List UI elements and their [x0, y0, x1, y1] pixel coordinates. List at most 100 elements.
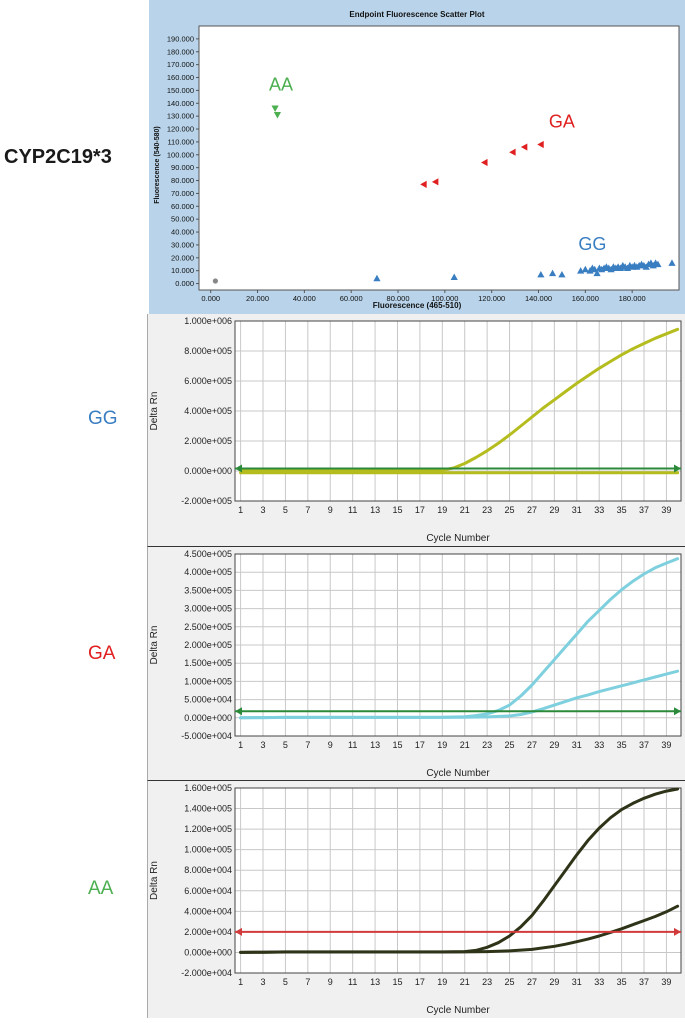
scatter-point-gg — [450, 273, 458, 281]
amp-x-tick-label: 21 — [460, 977, 470, 987]
scatter-y-tick-label: 170.000 — [167, 60, 194, 69]
amp-x-tick-label: 13 — [370, 740, 380, 750]
amp-x-tick-label: 23 — [482, 977, 492, 987]
amp-x-tick-label: 7 — [305, 977, 310, 987]
amp-x-tick-label: 5 — [283, 977, 288, 987]
amp-y-tick-label: -2.000e+004 — [181, 968, 232, 978]
amp-x-axis-label: Cycle Number — [426, 768, 490, 779]
amp-y-tick-label: 2.500e+005 — [184, 622, 232, 632]
amp-x-tick-label: 3 — [261, 505, 266, 515]
amp-x-tick-label: 37 — [639, 977, 649, 987]
threshold-arrow-right-icon — [674, 927, 681, 936]
amp-x-tick-label: 7 — [305, 740, 310, 750]
amp-y-tick-label: 3.000e+005 — [184, 604, 232, 614]
amp-x-tick-label: 5 — [283, 505, 288, 515]
scatter-annotation-ga: GA — [549, 112, 575, 132]
amp-x-tick-label: 11 — [348, 505, 357, 515]
scatter-y-tick-label: 130.000 — [167, 112, 194, 121]
amp-x-tick-label: 11 — [348, 740, 357, 750]
row-label-gg: GG — [88, 408, 118, 429]
amp-y-tick-label: 1.000e+005 — [184, 676, 232, 686]
amp-x-tick-label: 29 — [549, 977, 559, 987]
amp-y-axis-label: Delta Rn — [149, 392, 160, 431]
scatter-x-tick-label: 180.000 — [619, 294, 646, 303]
amp-x-tick-label: 33 — [594, 977, 604, 987]
amp-y-tick-label: 1.500e+005 — [184, 658, 232, 668]
amp-plot-border — [234, 320, 682, 502]
amp-x-tick-label: 35 — [617, 740, 627, 750]
amp-x-tick-label: 23 — [482, 505, 492, 515]
scatter-y-tick-label: 60.000 — [171, 202, 194, 211]
scatter-point-ga — [481, 158, 488, 167]
threshold-arrow-left-icon — [235, 464, 242, 473]
amp-curve-aa-2 — [239, 904, 680, 954]
scatter-point-ga — [509, 148, 516, 156]
amp-x-tick-label: 11 — [348, 977, 357, 987]
amp-x-tick-label: 1 — [238, 977, 243, 987]
amp-x-tick-label: 29 — [549, 740, 559, 750]
amp-x-tick-label: 9 — [328, 505, 333, 515]
amp-x-tick-label: 33 — [594, 740, 604, 750]
amp-y-tick-label: 4.000e+005 — [184, 406, 232, 416]
scatter-point-ga — [520, 143, 528, 151]
scatter-point-aa — [271, 105, 279, 113]
figure-title: CYP2C19*3 — [4, 146, 112, 168]
amplification-chart-gg: 1 3 5 7 9 11 13 15 17 19 21 23 25 27 29 31 33 35 37 39-2.00… — [149, 316, 682, 544]
scatter-point-ga — [431, 178, 439, 186]
amp-x-tick-label: 19 — [437, 740, 447, 750]
amp-x-tick-label: 17 — [415, 977, 425, 987]
amp-y-tick-label: 6.000e+004 — [184, 886, 232, 896]
amp-y-tick-label: 5.000e+004 — [184, 695, 232, 705]
scatter-y-tick-label: 180.000 — [167, 47, 194, 56]
scatter-point-ga — [420, 180, 427, 188]
scatter-x-tick-label: 80.000 — [387, 294, 410, 303]
scatter-point-gg — [558, 270, 566, 278]
scatter-y-tick-label: 190.000 — [167, 34, 194, 43]
scatter-point-gg — [668, 259, 676, 266]
scatter-x-tick-label: 20.000 — [246, 294, 269, 303]
amp-y-tick-label: 2.000e+005 — [184, 640, 232, 650]
amp-y-tick-label: 4.500e+005 — [184, 549, 232, 559]
row-label-aa: AA — [88, 878, 114, 899]
amp-plot-area-aa — [234, 787, 682, 974]
amp-x-tick-label: 9 — [328, 977, 333, 987]
scatter-y-tick-label: 50.000 — [171, 215, 194, 224]
scatter-x-tick-label: 60.000 — [340, 294, 363, 303]
scatter-point-gg — [654, 260, 662, 268]
amp-x-tick-label: 15 — [392, 740, 402, 750]
amp-x-tick-label: 33 — [594, 505, 604, 515]
scatter-y-tick-label: 150.000 — [167, 86, 194, 95]
amp-y-tick-label: 8.000e+005 — [184, 346, 232, 356]
amp-y-tick-label: 2.000e+004 — [184, 927, 232, 937]
scatter-annotation-gg: GG — [578, 234, 606, 254]
amp-x-axis-label: Cycle Number — [426, 533, 490, 544]
amp-x-tick-label: 27 — [527, 977, 537, 987]
threshold-arrow-right-icon — [674, 707, 681, 716]
scatter-point-ntc — [212, 278, 218, 284]
amp-x-tick-label: 23 — [482, 740, 492, 750]
amp-x-tick-label: 15 — [392, 505, 402, 515]
amp-x-tick-label: 39 — [661, 977, 671, 987]
amp-x-tick-label: 17 — [415, 740, 425, 750]
amp-y-tick-label: 0.000e+000 — [184, 947, 232, 957]
amp-y-tick-label: 1.000e+005 — [184, 845, 232, 855]
amp-x-tick-label: 39 — [661, 505, 671, 515]
amp-x-tick-label: 19 — [437, 505, 447, 515]
scatter-annotation-aa: AA — [269, 74, 293, 94]
scatter-chart: Endpoint Fluorescence Scatter Plot 0.000… — [154, 10, 680, 310]
amp-x-axis-label: Cycle Number — [426, 1005, 490, 1016]
scatter-x-tick-label: 140.000 — [525, 294, 552, 303]
amp-x-tick-label: 17 — [415, 505, 425, 515]
amp-x-tick-label: 35 — [617, 977, 627, 987]
amp-y-tick-label: 1.200e+005 — [184, 824, 232, 834]
amplification-panel-gg: 1 3 5 7 9 11 13 15 17 19 21 23 25 27 29 31 33 35 37 39 -2.00… — [147, 314, 685, 546]
amp-y-tick-label: 2.000e+005 — [184, 436, 232, 446]
scatter-y-tick-label: 140.000 — [167, 99, 194, 108]
scatter-point-aa — [273, 111, 282, 119]
amp-x-tick-label: 1 — [238, 505, 243, 515]
amp-x-tick-label: 3 — [261, 977, 266, 987]
scatter-x-axis-label: Fluorescence (465-510) — [373, 301, 462, 310]
scatter-y-tick-label: 100.000 — [167, 150, 194, 159]
threshold-arrow-left-icon — [235, 707, 242, 716]
amp-y-tick-label: 1.400e+005 — [184, 804, 232, 814]
